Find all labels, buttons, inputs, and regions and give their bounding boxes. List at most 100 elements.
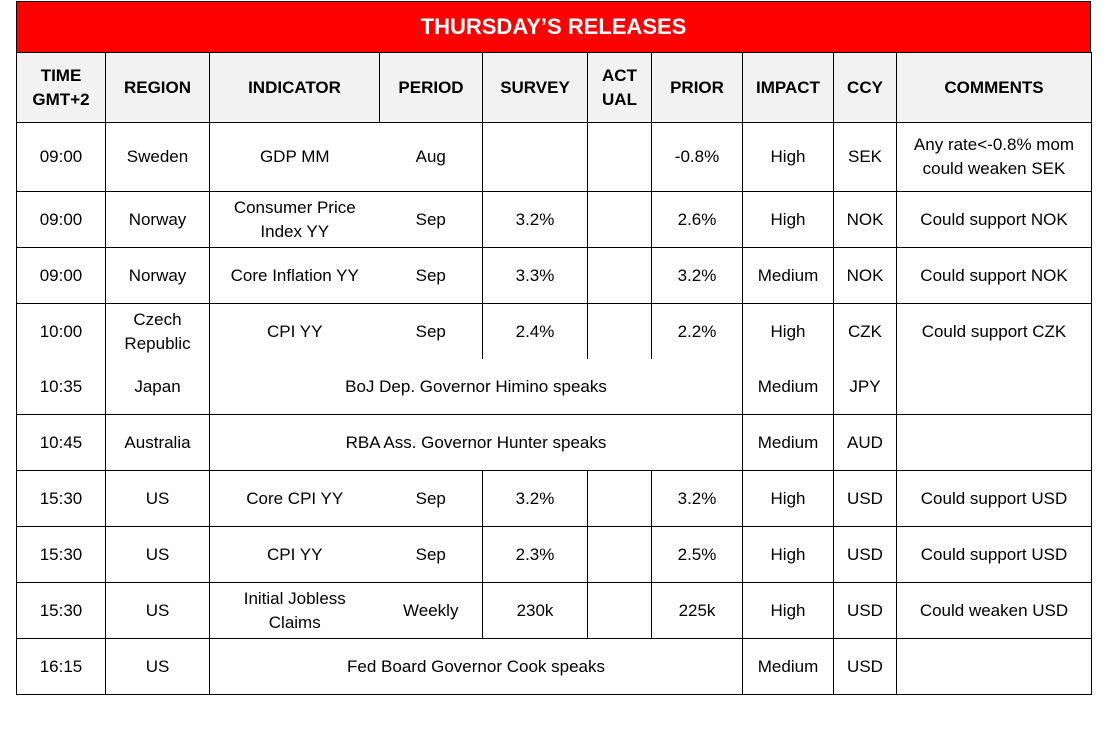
cell-time: 15:30: [16, 470, 106, 527]
cell-survey: 230k: [482, 582, 588, 639]
cell-impact: Medium: [742, 638, 834, 695]
cell-indicator: Core CPI YY: [209, 470, 380, 527]
cell-time: 16:15: [16, 638, 106, 695]
header-actual: ACT UAL: [587, 52, 652, 123]
cell-actual: [587, 582, 652, 639]
cell-ccy: USD: [833, 470, 897, 527]
cell-survey: 2.4%: [482, 303, 588, 359]
cell-period: Sep: [379, 470, 483, 527]
cell-actual: [587, 526, 652, 583]
table-row: 10:35 Japan BoJ Dep. Governor Himino spe…: [16, 359, 1092, 415]
cell-time: 10:45: [16, 414, 106, 471]
table-row: 15:30 US CPI YY Sep 2.3% 2.5% High USD C…: [16, 526, 1092, 583]
cell-comments: Any rate<-0.8% mom could weaken SEK: [896, 122, 1092, 192]
cell-region: US: [105, 526, 210, 583]
cell-actual: [587, 191, 652, 248]
cell-comments: [896, 359, 1092, 415]
header-period: PERIOD: [379, 52, 483, 123]
cell-impact: Medium: [742, 359, 834, 415]
header-ccy: CCY: [833, 52, 897, 123]
cell-survey: 3.2%: [482, 191, 588, 248]
cell-ccy: AUD: [833, 414, 897, 471]
cell-impact: High: [742, 470, 834, 527]
cell-time: 09:00: [16, 247, 106, 304]
cell-impact: High: [742, 122, 834, 192]
cell-region: US: [105, 470, 210, 527]
cell-comments: Could support NOK: [896, 247, 1092, 304]
cell-comments: [896, 414, 1092, 471]
table-title: THURSDAY’S RELEASES: [16, 1, 1091, 52]
cell-time: 15:30: [16, 526, 106, 583]
cell-indicator: Initial Jobless Claims: [209, 582, 380, 639]
cell-ccy: NOK: [833, 191, 897, 248]
cell-time: 10:00: [16, 303, 106, 359]
table-row: 16:15 US Fed Board Governor Cook speaks …: [16, 638, 1092, 695]
cell-actual: [587, 122, 652, 192]
cell-comments: Could support NOK: [896, 191, 1092, 248]
cell-comments: Could support USD: [896, 526, 1092, 583]
cell-impact: Medium: [742, 414, 834, 471]
cell-time: 09:00: [16, 122, 106, 192]
cell-region: Sweden: [105, 122, 210, 192]
cell-actual: [587, 303, 652, 359]
cell-actual: [587, 247, 652, 304]
table-row: 15:30 US Initial Jobless Claims Weekly 23…: [16, 582, 1092, 639]
cell-region: Norway: [105, 247, 210, 304]
cell-event: RBA Ass. Governor Hunter speaks: [209, 414, 743, 471]
cell-period: Sep: [379, 526, 483, 583]
cell-ccy: NOK: [833, 247, 897, 304]
cell-period: Weekly: [379, 582, 483, 639]
header-indicator: INDICATOR: [209, 52, 380, 123]
cell-indicator: Core Inflation YY: [209, 247, 380, 304]
cell-period: Aug: [379, 122, 483, 192]
table-row: 09:00 Norway Consumer Price Index YY Sep …: [16, 191, 1092, 248]
cell-time: 09:00: [16, 191, 106, 248]
cell-impact: High: [742, 526, 834, 583]
cell-ccy: SEK: [833, 122, 897, 192]
cell-ccy: USD: [833, 638, 897, 695]
cell-actual: [587, 470, 652, 527]
cell-survey: [482, 122, 588, 192]
cell-prior: 3.2%: [651, 470, 743, 527]
releases-panel: THURSDAY’S RELEASES TIME GMT+2 REGION IND…: [16, 1, 1092, 695]
cell-event: Fed Board Governor Cook speaks: [209, 638, 743, 695]
cell-prior: 2.6%: [651, 191, 743, 248]
header-impact: IMPACT: [742, 52, 834, 123]
cell-region: US: [105, 638, 210, 695]
cell-ccy: CZK: [833, 303, 897, 359]
cell-region: Czech Republic: [105, 303, 210, 359]
cell-comments: Could support USD: [896, 470, 1092, 527]
cell-indicator: Consumer Price Index YY: [209, 191, 380, 248]
cell-prior: 2.5%: [651, 526, 743, 583]
cell-comments: Could weaken USD: [896, 582, 1092, 639]
table-row: 09:00 Norway Core Inflation YY Sep 3.3% …: [16, 247, 1092, 304]
table-row: 15:30 US Core CPI YY Sep 3.2% 3.2% High …: [16, 470, 1092, 527]
cell-prior: -0.8%: [651, 122, 743, 192]
header-region: REGION: [105, 52, 210, 123]
cell-region: Norway: [105, 191, 210, 248]
cell-impact: High: [742, 582, 834, 639]
header-comments: COMMENTS: [896, 52, 1092, 123]
cell-ccy: JPY: [833, 359, 897, 415]
cell-impact: High: [742, 303, 834, 359]
cell-comments: [896, 638, 1092, 695]
header-survey: SURVEY: [482, 52, 588, 123]
cell-survey: 3.2%: [482, 470, 588, 527]
cell-event: BoJ Dep. Governor Himino speaks: [209, 359, 743, 415]
table-row: 09:00 Sweden GDP MM Aug -0.8% High SEK A…: [16, 122, 1092, 192]
cell-survey: 3.3%: [482, 247, 588, 304]
cell-region: US: [105, 582, 210, 639]
cell-region: Australia: [105, 414, 210, 471]
cell-ccy: USD: [833, 526, 897, 583]
cell-impact: High: [742, 191, 834, 248]
header-row: TIME GMT+2 REGION INDICATOR PERIOD SURVEY…: [16, 52, 1092, 123]
cell-region: Japan: [105, 359, 210, 415]
releases-table: TIME GMT+2 REGION INDICATOR PERIOD SURVEY…: [16, 52, 1092, 695]
cell-ccy: USD: [833, 582, 897, 639]
cell-indicator: CPI YY: [209, 526, 380, 583]
header-time: TIME GMT+2: [16, 52, 106, 123]
cell-indicator: GDP MM: [209, 122, 380, 192]
cell-survey: 2.3%: [482, 526, 588, 583]
cell-period: Sep: [379, 247, 483, 304]
header-prior: PRIOR: [651, 52, 743, 123]
